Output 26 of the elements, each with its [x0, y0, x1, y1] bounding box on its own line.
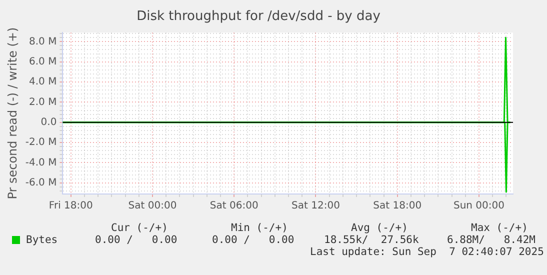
- x-tick-label: Fri 18:00: [48, 200, 93, 212]
- text: Min (-/+): [231, 222, 288, 234]
- x-tick-label: Sat 06:00: [210, 200, 258, 212]
- x-tick-label: Sat 12:00: [292, 200, 340, 212]
- x-tick-label: Sun 00:00: [453, 200, 505, 212]
- text: Max (-/+): [471, 222, 528, 234]
- text: 0.00 / 0.00: [95, 234, 178, 246]
- y-tick-label: 0.0: [40, 116, 57, 128]
- y-tick-label: -2.0 M: [25, 137, 57, 148]
- chart-title: Disk throughput for /dev/sdd - by day: [136, 9, 381, 24]
- text: 18.55k/ 27.56k: [324, 234, 419, 246]
- y-tick-label: 2.0 M: [29, 96, 57, 108]
- y-tick-label: 6.0 M: [29, 56, 57, 68]
- y-axis-title: Pr second read (-) / write (+): [5, 27, 20, 200]
- text: 6.88M/ 8.42M: [447, 234, 536, 246]
- x-tick-label: Sat 00:00: [128, 200, 177, 212]
- text: 0.00 / 0.00: [212, 234, 294, 246]
- x-tick-label: Sat 18:00: [373, 200, 422, 212]
- text: Last update: Sun Sep 7 02:40:07 2025: [310, 246, 544, 258]
- text: Avg (-/+): [351, 222, 408, 234]
- y-tick-label: 8.0 M: [29, 36, 57, 48]
- y-tick-label: -6.0 M: [25, 177, 57, 188]
- text: Cur (-/+): [111, 222, 168, 234]
- y-tick-label: -4.0 M: [25, 157, 57, 168]
- y-tick-label: 4.0 M: [29, 76, 57, 88]
- legend-label: Bytes: [26, 234, 58, 246]
